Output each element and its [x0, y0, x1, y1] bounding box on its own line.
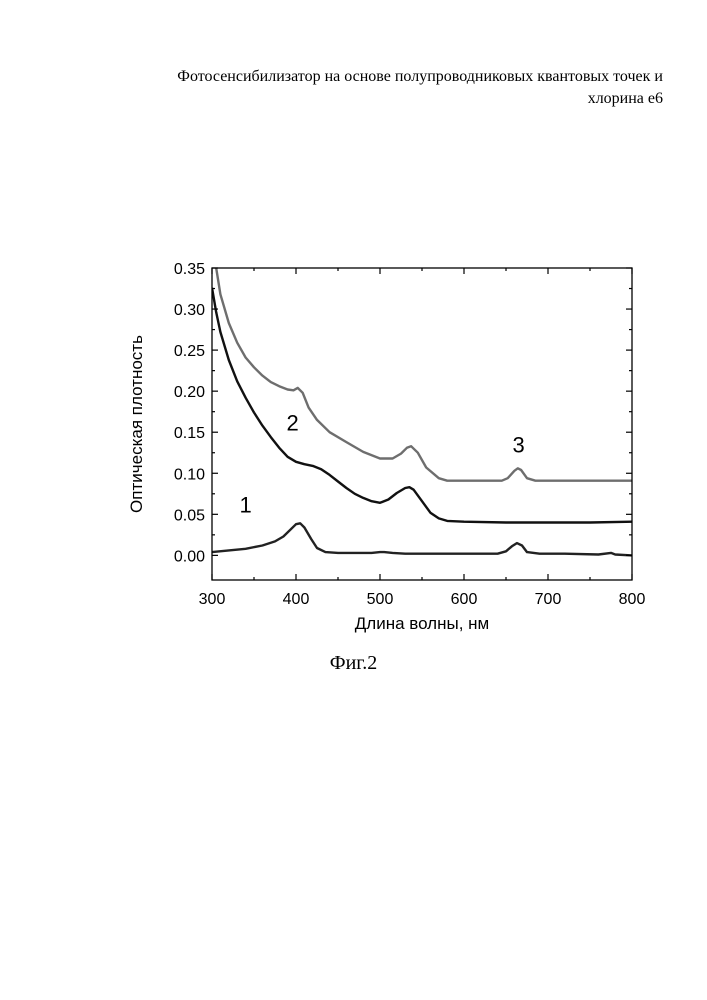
y-tick-label: 0.20 [174, 384, 205, 401]
series-line-2 [212, 288, 632, 523]
series-line-1 [212, 523, 632, 555]
x-axis-label: Длина волны, нм [355, 614, 489, 633]
figure-caption: Фиг.2 [0, 652, 707, 675]
y-tick-label: 0.05 [174, 507, 205, 524]
y-tick-label: 0.00 [174, 548, 205, 565]
x-tick-label: 800 [619, 591, 646, 608]
y-tick-label: 0.30 [174, 302, 205, 319]
axis-ticks: 300 400 500 600 700 800 0.00 0.05 0.10 0.15 0.20 0.… [174, 261, 646, 608]
x-tick-label: 700 [535, 591, 562, 608]
x-tick-label: 300 [199, 591, 226, 608]
y-axis-label: Оптическая плотность [127, 335, 146, 513]
x-tick-label: 500 [367, 591, 394, 608]
y-tick-label: 0.10 [174, 466, 205, 483]
y-tick-label: 0.15 [174, 425, 205, 442]
series-group [212, 268, 632, 555]
curve-label-3: 3 [512, 433, 524, 458]
x-tick-label: 600 [451, 591, 478, 608]
curve-label-1: 1 [239, 493, 251, 518]
y-tick-label: 0.25 [174, 343, 205, 360]
x-tick-label: 400 [283, 591, 310, 608]
plot-frame [212, 268, 632, 580]
curve-label-2: 2 [287, 411, 299, 436]
y-tick-label: 0.35 [174, 261, 205, 278]
